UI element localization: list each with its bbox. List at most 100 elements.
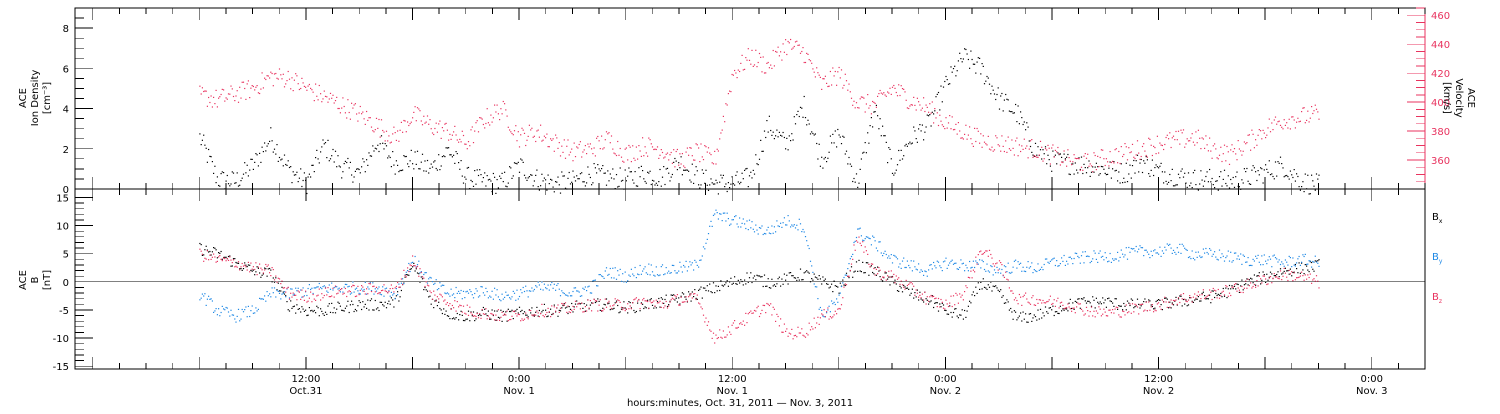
by-series-point <box>1163 252 1165 254</box>
density-series-point <box>1292 176 1294 179</box>
bx-series-point <box>1073 308 1075 310</box>
by-series-point <box>492 298 494 300</box>
bz-series-point <box>1112 309 1114 311</box>
velocity-series-point <box>502 100 504 103</box>
velocity-series-point <box>333 102 335 104</box>
density-series-point <box>1312 180 1314 182</box>
bx-series-point <box>286 301 288 303</box>
by-series-point <box>954 262 956 264</box>
velocity-series-point <box>623 161 625 163</box>
bz-series-point <box>1222 290 1224 292</box>
velocity-series-point <box>342 97 344 99</box>
bz-series-point <box>762 304 764 306</box>
velocity-series-point <box>1090 165 1093 167</box>
bz-series-point <box>996 262 998 264</box>
bx-series-point <box>209 250 211 253</box>
bz-series-point <box>685 296 687 298</box>
by-series-point <box>593 279 595 281</box>
density-series-point <box>986 75 988 78</box>
velocity-series-point <box>306 89 308 91</box>
bz-series-point <box>1260 278 1262 280</box>
bz-series-point <box>484 313 486 315</box>
density-series-point <box>245 172 247 174</box>
bz-series-point <box>1108 309 1110 311</box>
bx-series-point <box>862 261 864 263</box>
by-series-point <box>1156 252 1158 254</box>
density-series-point <box>563 175 565 177</box>
by-series-point <box>822 315 824 317</box>
density-series-point <box>650 183 652 186</box>
density-series-point <box>941 101 943 103</box>
velocity-series-point <box>937 124 940 127</box>
time-tick-label: 0:00 <box>1360 374 1382 385</box>
velocity-series-point <box>940 120 942 122</box>
velocity-series-point <box>1082 169 1084 171</box>
velocity-series-point <box>201 87 203 89</box>
by-series-point <box>1243 255 1245 257</box>
density-series-point <box>1273 178 1275 180</box>
bx-series-point <box>420 276 422 278</box>
bx-series-point <box>1134 306 1136 308</box>
bx-series-point <box>966 310 968 312</box>
bx-series-point <box>333 307 335 309</box>
by-series-point <box>729 224 731 226</box>
velocity-series-point <box>292 90 294 92</box>
density-series-point <box>836 146 838 148</box>
by-series-point <box>1043 263 1045 266</box>
by-series-point <box>400 282 402 284</box>
by-series-point <box>356 287 358 289</box>
bx-series-point <box>906 287 908 289</box>
bx-series-point <box>1080 298 1083 300</box>
bx-series-point <box>559 310 562 312</box>
velocity-series-point <box>283 86 286 88</box>
density-series-point <box>1151 159 1153 161</box>
density-series-point <box>1135 160 1137 162</box>
velocity-series-point <box>1077 157 1079 159</box>
bz-series-point <box>486 318 488 320</box>
density-series-point <box>455 151 457 153</box>
bz-series-point <box>1165 301 1167 303</box>
bz-series-point <box>1072 307 1074 309</box>
bx-series-point <box>911 288 913 290</box>
velocity-series-point <box>531 127 533 129</box>
by-series-point <box>632 273 634 275</box>
bz-series-point <box>1288 269 1290 271</box>
density-series-point <box>635 185 637 187</box>
legend-by-letter: B <box>1432 252 1439 263</box>
bx-series-point <box>1287 270 1289 272</box>
bz-series-point <box>656 302 659 304</box>
bx-series-point <box>1223 295 1226 297</box>
by-series-point <box>295 287 297 289</box>
bz-series-point <box>599 299 601 301</box>
bz-series-point <box>925 303 927 305</box>
by-series-point <box>1199 255 1201 257</box>
by-series-point <box>1263 254 1265 256</box>
by-series-point <box>282 292 284 294</box>
velocity-series-point <box>794 41 797 43</box>
density-series-point <box>734 184 736 186</box>
density-series-point <box>426 159 429 162</box>
bz-series-point <box>374 291 376 293</box>
velocity-series-point <box>770 64 772 66</box>
density-series-point <box>329 158 332 160</box>
by-series-point <box>908 264 910 267</box>
bz-series-point <box>415 267 417 269</box>
density-series-point <box>1294 180 1296 182</box>
velocity-series-point <box>858 107 860 109</box>
bx-series-point <box>430 303 432 305</box>
density-series-point <box>647 171 649 173</box>
velocity-series-point <box>1255 139 1257 141</box>
velocity-series-point <box>1164 143 1166 146</box>
by-series-point <box>649 274 651 276</box>
bx-series-point <box>665 294 667 296</box>
by-series-point <box>1204 252 1206 254</box>
velocity-series-point <box>929 103 931 105</box>
density-series-point <box>816 142 818 145</box>
by-series-point <box>700 259 702 261</box>
density-series-point <box>280 159 282 161</box>
bz-series-point <box>352 284 354 286</box>
density-series-point <box>423 170 425 172</box>
bx-series-point <box>732 282 734 284</box>
velocity-series-point <box>1212 145 1214 147</box>
bz-series-point <box>758 315 761 318</box>
